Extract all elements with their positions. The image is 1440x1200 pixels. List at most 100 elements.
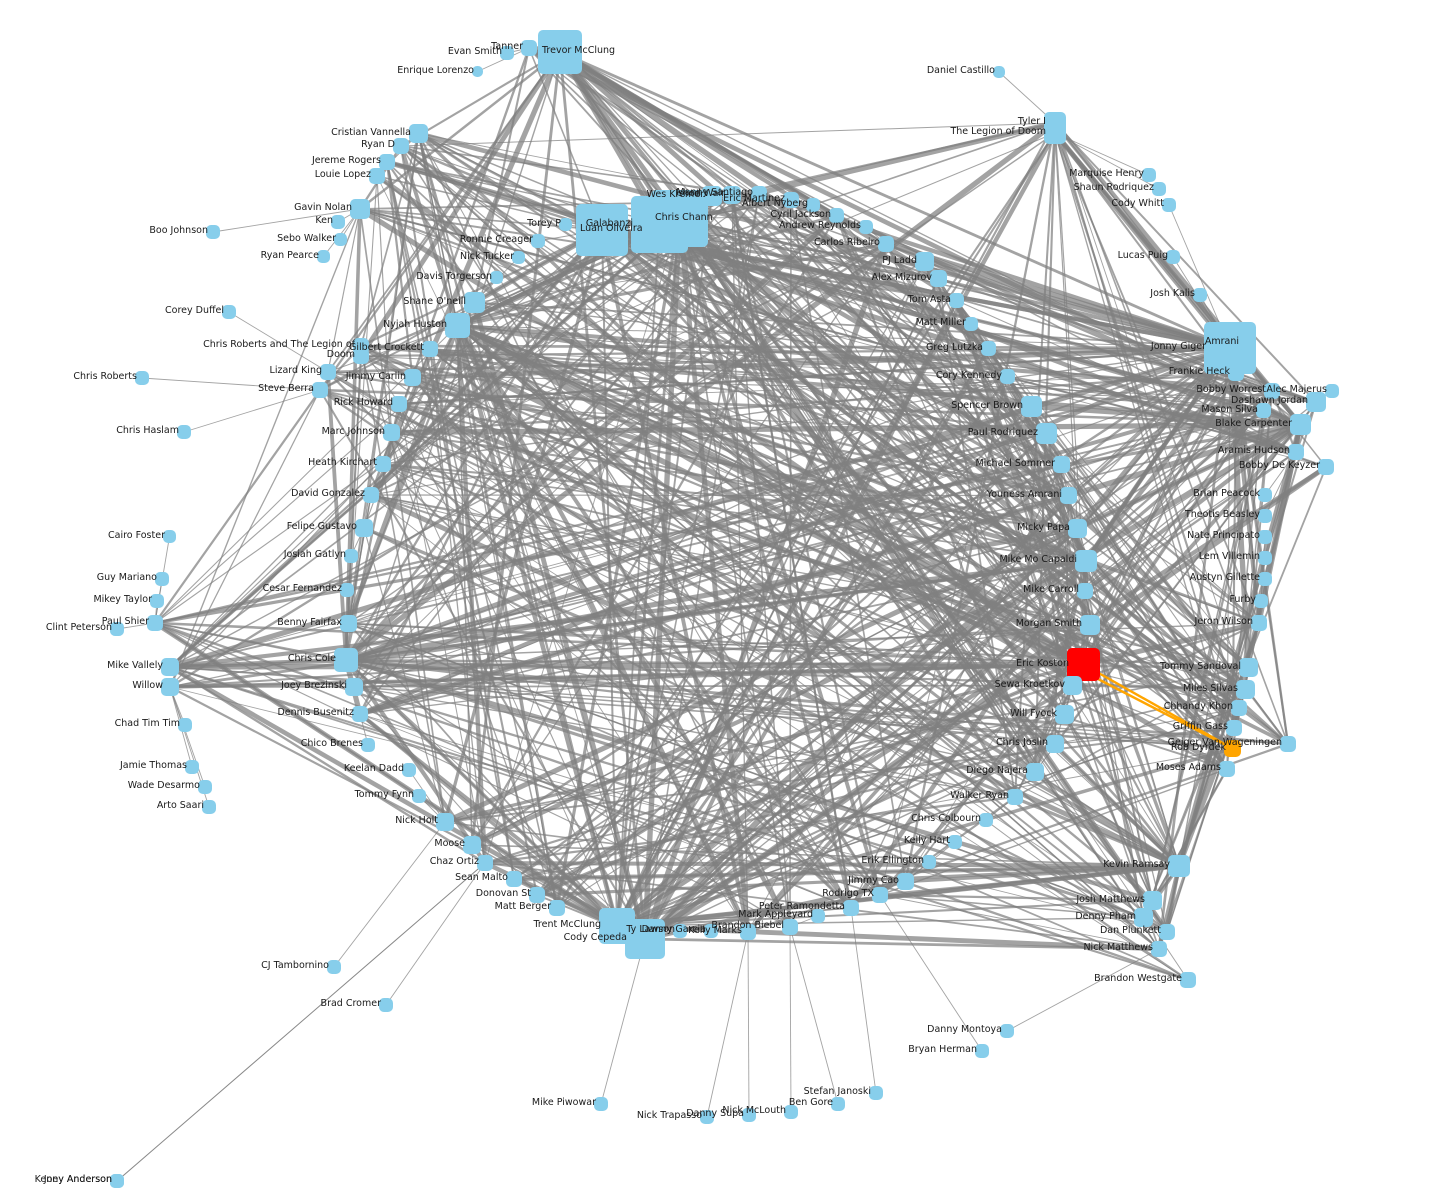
graph-node[interactable] [477,855,493,871]
graph-node[interactable] [1228,365,1244,381]
graph-node[interactable] [391,396,407,412]
graph-node[interactable] [222,305,236,319]
graph-node[interactable] [993,66,1005,78]
graph-node[interactable] [1068,519,1087,538]
graph-node[interactable] [1007,789,1023,805]
graph-node[interactable] [843,900,859,916]
graph-node[interactable] [1226,720,1242,736]
graph-node[interactable] [1318,459,1334,475]
graph-node[interactable] [1231,700,1247,716]
graph-node[interactable] [463,836,481,854]
graph-node[interactable] [1000,369,1015,384]
graph-node[interactable] [538,30,582,74]
graph-node[interactable] [1060,487,1077,504]
graph-node[interactable] [1168,855,1190,877]
graph-node[interactable] [1254,594,1268,608]
graph-node[interactable] [379,154,395,170]
graph-node[interactable] [334,233,347,246]
graph-node[interactable] [1258,488,1272,502]
graph-node[interactable] [1142,168,1156,182]
graph-node[interactable] [704,924,718,938]
graph-node[interactable] [355,519,373,537]
graph-node[interactable] [1162,198,1176,212]
graph-node[interactable] [1193,288,1207,302]
graph-node[interactable] [559,218,572,231]
graph-node[interactable] [981,341,996,356]
graph-node[interactable] [472,66,483,77]
graph-node[interactable] [948,835,962,849]
graph-node[interactable] [1251,615,1267,631]
graph-node[interactable] [327,960,341,974]
graph-node[interactable] [1236,680,1255,699]
graph-node[interactable] [178,718,192,732]
graph-node[interactable] [135,371,149,385]
graph-node[interactable] [1075,550,1097,572]
graph-node[interactable] [155,572,169,586]
graph-node[interactable] [700,1110,714,1124]
graph-node[interactable] [1288,444,1304,460]
graph-node[interactable] [784,1105,798,1119]
graph-node[interactable] [949,293,964,308]
graph-node[interactable] [1026,763,1044,781]
graph-node[interactable] [1166,250,1180,264]
graph-node[interactable] [1152,182,1166,196]
graph-node[interactable] [1264,383,1280,399]
graph-node[interactable] [1000,1024,1014,1038]
graph-node[interactable] [161,658,179,676]
graph-node[interactable] [1046,735,1064,753]
graph-node[interactable] [110,1174,124,1188]
graph-node[interactable] [1219,761,1235,777]
graph-node[interactable] [345,678,363,696]
graph-node[interactable] [412,789,426,803]
graph-node[interactable] [198,780,212,794]
graph-node[interactable] [831,1097,845,1111]
graph-node[interactable] [369,168,385,184]
graph-node[interactable] [202,800,216,814]
graph-node[interactable] [1258,572,1272,586]
graph-node[interactable] [185,760,199,774]
graph-node[interactable] [1258,509,1272,523]
graph-node[interactable] [829,208,844,223]
graph-node[interactable] [150,594,164,608]
graph-node[interactable] [702,186,722,206]
graph-node[interactable] [594,1097,608,1111]
graph-node[interactable] [782,919,798,935]
graph-node[interactable] [506,871,522,887]
graph-node[interactable] [344,549,358,563]
graph-node[interactable] [1224,740,1241,757]
graph-node[interactable] [177,425,191,439]
graph-node[interactable] [353,348,369,364]
graph-node[interactable] [161,678,179,696]
graph-node[interactable] [915,252,934,271]
graph-node[interactable] [436,813,454,831]
graph-node[interactable] [1036,423,1057,444]
graph-node[interactable] [206,225,220,239]
graph-node[interactable] [529,887,545,903]
graph-node[interactable] [312,382,328,398]
graph-node[interactable] [930,270,947,287]
graph-node[interactable] [1159,924,1175,940]
graph-node[interactable] [751,186,767,202]
graph-node[interactable] [975,1044,989,1058]
graph-node[interactable] [340,615,357,632]
graph-node[interactable] [549,900,565,916]
graph-node[interactable] [409,124,428,143]
graph-node[interactable] [1053,456,1070,473]
graph-node[interactable] [490,271,503,284]
graph-node[interactable] [922,855,936,869]
graph-node[interactable] [1290,414,1311,435]
graph-node[interactable] [163,530,176,543]
graph-node[interactable] [334,648,358,672]
graph-node[interactable] [1063,676,1082,695]
graph-node[interactable] [1134,908,1153,927]
graph-node[interactable] [576,204,628,256]
graph-node[interactable] [1044,122,1066,144]
graph-node[interactable] [964,317,978,331]
graph-node[interactable] [1256,403,1271,418]
graph-node[interactable] [352,706,368,722]
graph-node[interactable] [872,887,888,903]
graph-node[interactable] [393,138,409,154]
graph-node[interactable] [859,220,873,234]
graph-node[interactable] [723,186,741,204]
graph-node[interactable] [1180,972,1196,988]
